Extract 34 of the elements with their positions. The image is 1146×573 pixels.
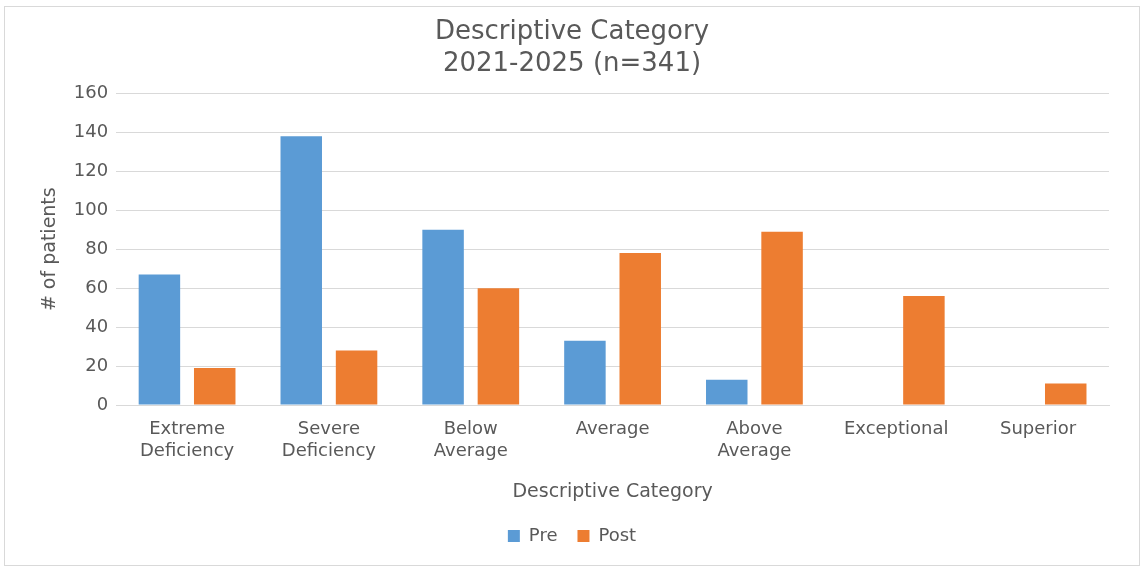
bar	[280, 136, 322, 405]
y-tick-label: 20	[85, 353, 109, 375]
x-tick-label: Extreme Deficiency	[139, 417, 235, 461]
y-tick-label: 60	[85, 275, 109, 297]
y-tick-label: 80	[85, 236, 109, 258]
x-tick-label: Below Average	[433, 417, 508, 461]
y-axis-title: # of patients	[37, 187, 60, 312]
bar	[761, 231, 803, 405]
bar	[193, 368, 236, 405]
bar	[477, 288, 520, 405]
y-tick-label: 160	[73, 81, 109, 103]
x-axis-title: Descriptive Category	[512, 478, 713, 501]
x-tick-label: Severe Deficiency	[281, 417, 377, 461]
y-tick-label: 140	[73, 120, 109, 142]
bar	[138, 274, 181, 405]
x-tick-label: Exceptional	[843, 417, 949, 439]
bar	[706, 379, 748, 405]
x-tick-label: Average	[575, 417, 650, 439]
y-tick-label: 0	[96, 392, 109, 414]
bar	[335, 350, 378, 405]
bar	[1045, 383, 1087, 405]
bar	[564, 340, 606, 405]
chart-subtitle: 2021-2025 (n=341)	[442, 46, 702, 77]
x-tick-label: Superior	[1000, 417, 1077, 439]
x-tick-label: Above Average	[717, 417, 792, 461]
bar	[619, 253, 661, 405]
chart-title: Descriptive Category	[434, 15, 710, 46]
bar	[422, 229, 464, 405]
legend-label: Post	[598, 523, 637, 545]
y-tick-label: 40	[85, 314, 109, 336]
bar	[903, 295, 945, 405]
y-tick-label: 100	[73, 197, 109, 219]
legend-label: Pre	[528, 523, 558, 545]
y-tick-label: 120	[73, 158, 109, 180]
